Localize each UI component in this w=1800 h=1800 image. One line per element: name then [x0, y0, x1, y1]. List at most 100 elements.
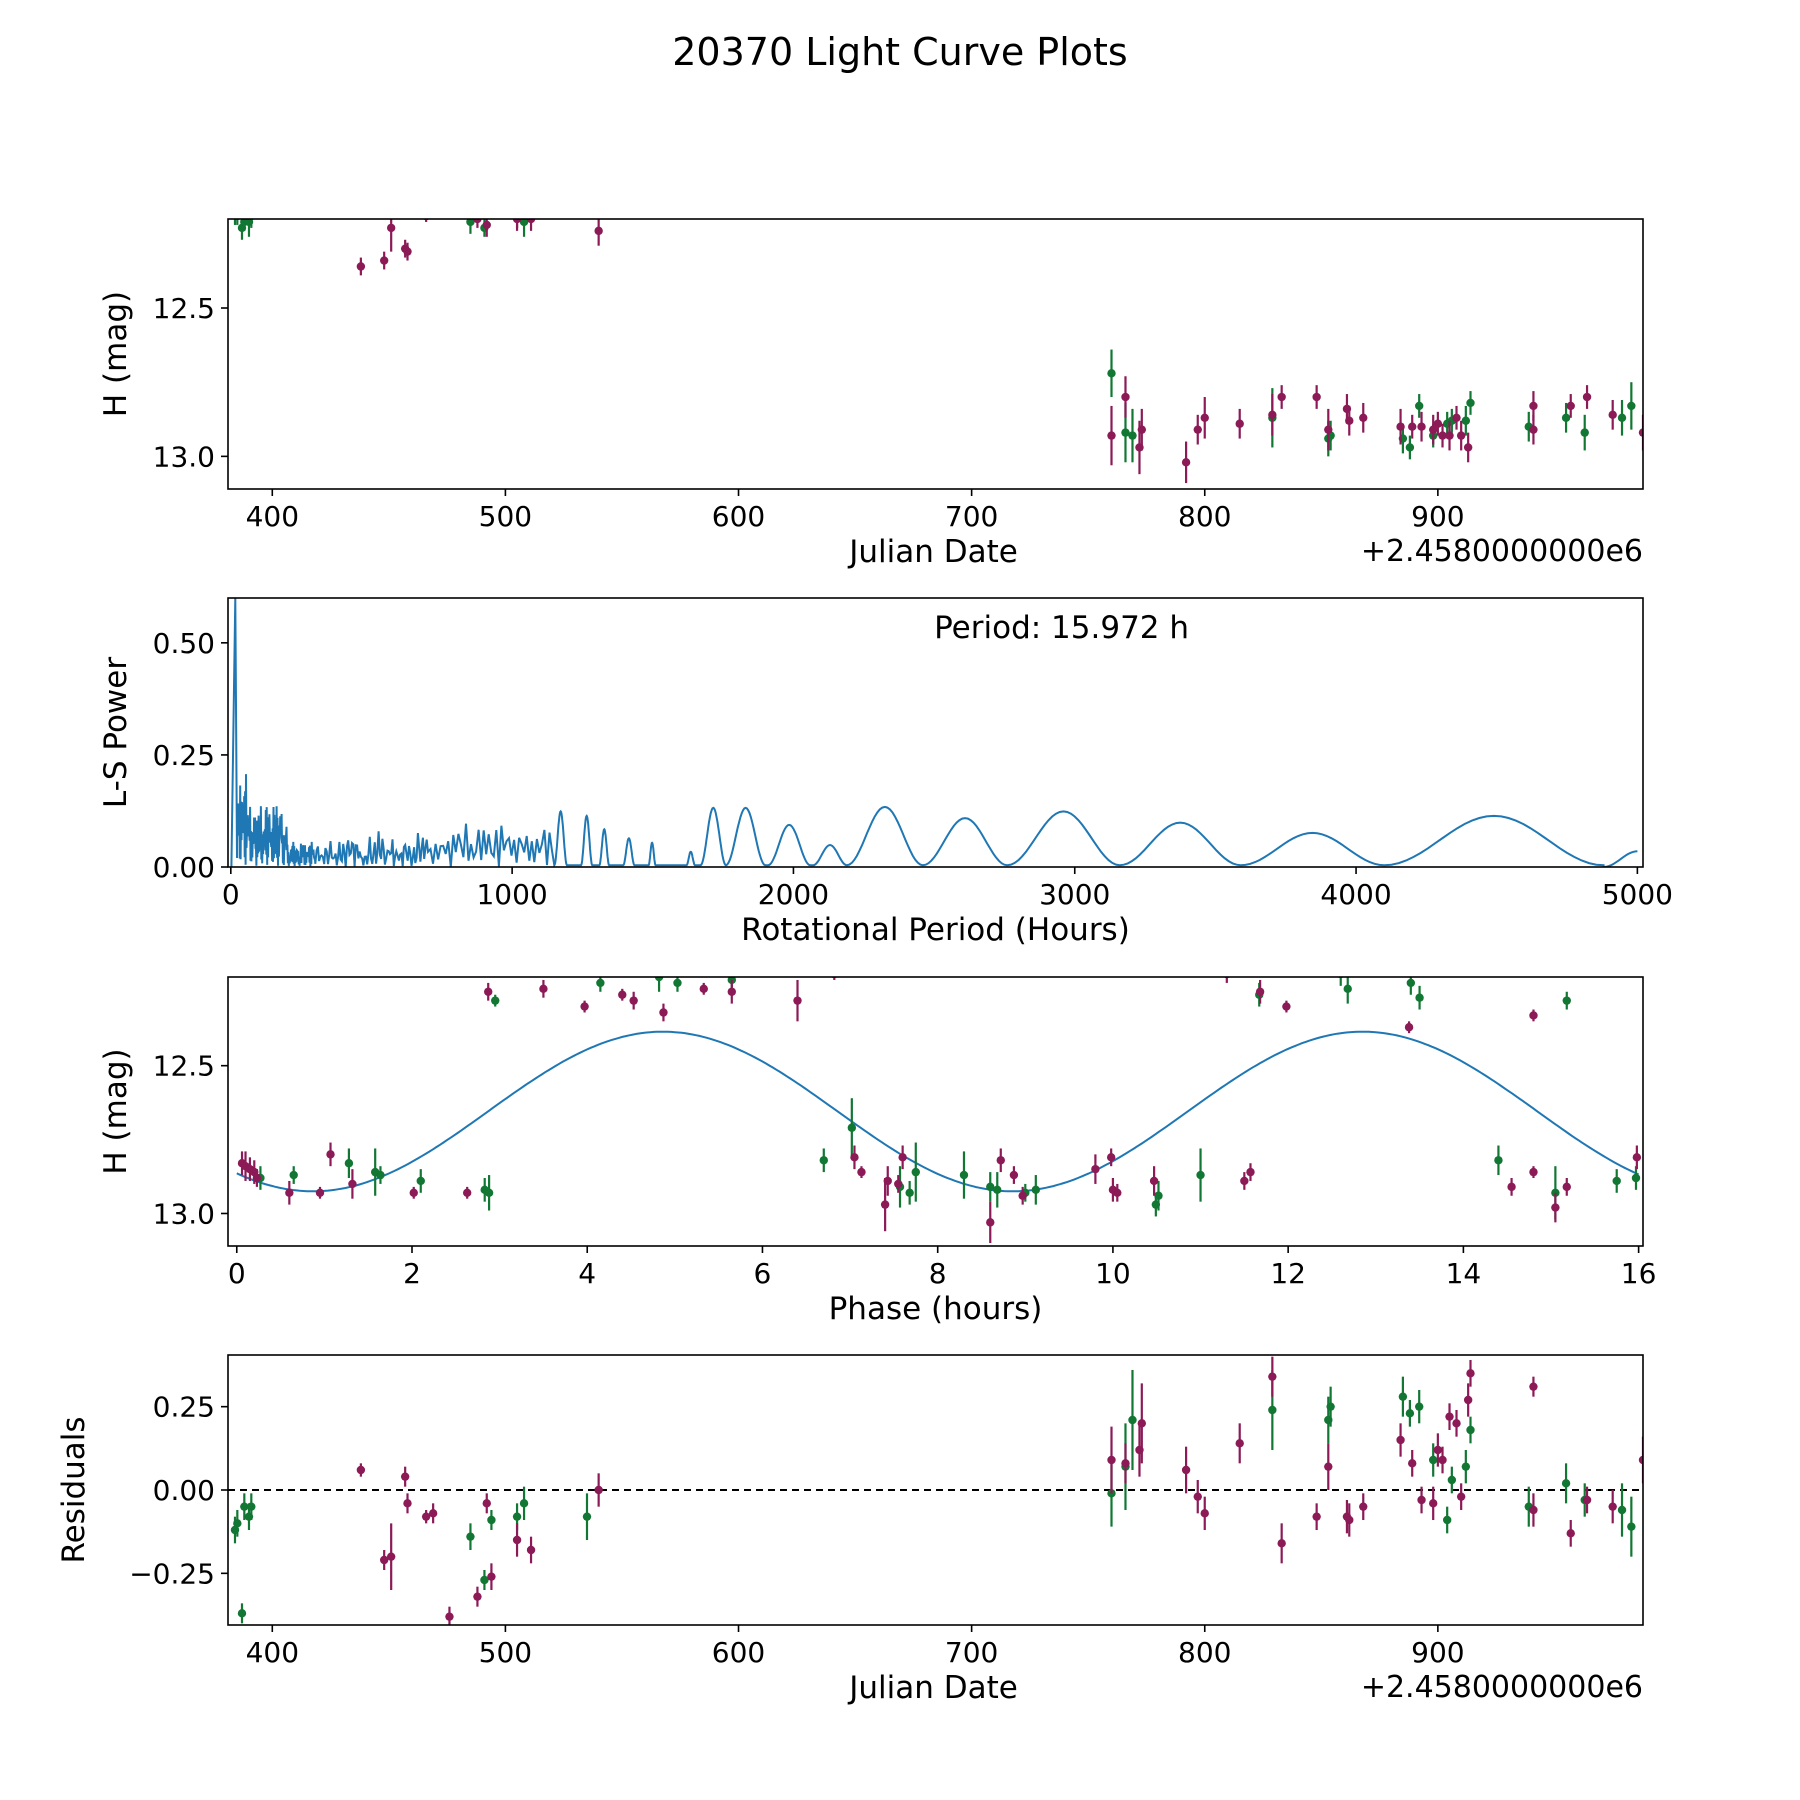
- data-point: [1562, 1182, 1571, 1192]
- data-point: [1121, 428, 1130, 437]
- data-point: [986, 1218, 995, 1227]
- data-point: [905, 1188, 914, 1197]
- data-point: [466, 219, 475, 227]
- data-point: [1137, 1419, 1147, 1428]
- data-point: [1345, 416, 1354, 425]
- axes-frame: [227, 597, 1644, 868]
- data-point: [512, 1512, 522, 1521]
- data-point: [1529, 1382, 1538, 1391]
- data-point: [1529, 1167, 1538, 1177]
- data-point: [1433, 1445, 1443, 1455]
- data-point: [1417, 1495, 1426, 1505]
- data-point: [1452, 413, 1461, 422]
- data-point: [1582, 392, 1592, 402]
- data-point: [1466, 398, 1475, 408]
- data-point: [911, 1167, 920, 1177]
- plot-area-phase: [236, 977, 1642, 1244]
- data-point: [512, 1535, 522, 1545]
- data-point: [1240, 1176, 1249, 1186]
- data-point: [594, 226, 603, 236]
- y-tick-label: 12.5: [153, 292, 215, 325]
- data-point: [1121, 392, 1130, 402]
- data-point: [1312, 392, 1321, 402]
- data-point: [1617, 413, 1627, 422]
- data-point: [1617, 1505, 1627, 1515]
- data-point: [1235, 1439, 1244, 1448]
- x-tick-label: 0: [228, 1257, 246, 1290]
- data-point: [356, 262, 366, 271]
- x-tick-label: 900: [1411, 500, 1464, 533]
- data-point: [462, 1188, 472, 1197]
- x-tick-label: 800: [1178, 1636, 1231, 1669]
- data-point: [386, 223, 396, 233]
- data-point: [519, 1499, 529, 1508]
- x-axis-label: Rotational Period (Hours): [741, 912, 1130, 948]
- x-tick-label: 800: [1178, 500, 1231, 533]
- y-tick-label: 13.0: [153, 440, 215, 473]
- x-tick-label: 900: [1411, 1636, 1464, 1669]
- x-tick-label: 10: [1095, 1257, 1131, 1290]
- data-point: [1324, 1462, 1333, 1471]
- data-point: [1562, 996, 1571, 1005]
- data-point: [473, 219, 482, 224]
- y-tick-label: 0.25: [153, 1391, 215, 1424]
- data-point: [1404, 1023, 1414, 1032]
- data-point: [409, 1188, 418, 1197]
- data-point: [1405, 1409, 1415, 1418]
- y-tick-label: 13.0: [153, 1197, 215, 1230]
- y-axis-label: H (mag): [98, 1048, 134, 1174]
- data-point: [727, 987, 736, 996]
- data-point: [484, 1188, 494, 1197]
- plot-area-resid: [228, 1356, 1643, 1625]
- data-point: [1442, 1515, 1452, 1525]
- data-point: [673, 978, 682, 988]
- data-point: [1529, 425, 1538, 434]
- data-point: [1408, 422, 1417, 431]
- x-tick-label: 8: [929, 1257, 947, 1290]
- data-point: [1359, 1502, 1368, 1511]
- data-point: [1529, 1505, 1538, 1515]
- y-axis-label: L-S Power: [98, 657, 134, 808]
- data-point: [1463, 1395, 1473, 1405]
- plot-area-lc: [233, 219, 1643, 484]
- data-point: [1107, 1455, 1116, 1465]
- x-tick-label: 600: [712, 1636, 765, 1669]
- data-point: [1612, 1176, 1621, 1186]
- x-tick-label: 700: [945, 500, 998, 533]
- y-tick-label: 0.25: [153, 739, 215, 772]
- data-point: [894, 1179, 903, 1189]
- data-point: [898, 1153, 907, 1162]
- data-point: [959, 1170, 969, 1180]
- data-point: [416, 1176, 425, 1186]
- ls-power-curve: [230, 598, 1638, 867]
- data-point: [883, 1176, 892, 1186]
- data-point: [487, 1515, 496, 1525]
- data-point: [1408, 1459, 1417, 1468]
- data-point: [1461, 416, 1471, 425]
- data-point: [1608, 1502, 1617, 1511]
- data-point: [1466, 1369, 1475, 1378]
- x-tick-label: 0: [222, 878, 240, 911]
- y-axis-label: H (mag): [98, 291, 134, 417]
- data-point: [1638, 1455, 1643, 1465]
- data-point: [1494, 1156, 1503, 1165]
- data-point: [1200, 413, 1209, 422]
- data-point: [1200, 1509, 1209, 1518]
- data-point: [1507, 1182, 1516, 1192]
- data-point: [1463, 443, 1473, 452]
- data-point: [356, 1465, 366, 1475]
- data-point: [1107, 369, 1116, 378]
- data-point: [1282, 1002, 1291, 1011]
- data-point: [1345, 1515, 1354, 1525]
- data-point: [1277, 1539, 1286, 1548]
- data-point: [1193, 1492, 1202, 1501]
- data-point: [1398, 1392, 1408, 1401]
- data-point: [1608, 410, 1617, 420]
- axes-lc: 400 500 600 700 800 900 13.0 12.5 Julian Date H (…: [98, 218, 1644, 570]
- x-tick-label: 1000: [476, 878, 547, 911]
- data-point: [491, 996, 500, 1005]
- x-tick-label: 14: [1446, 1257, 1482, 1290]
- x-axis-label: Julian Date: [847, 534, 1018, 570]
- data-point: [285, 1188, 294, 1197]
- data-point: [699, 984, 708, 994]
